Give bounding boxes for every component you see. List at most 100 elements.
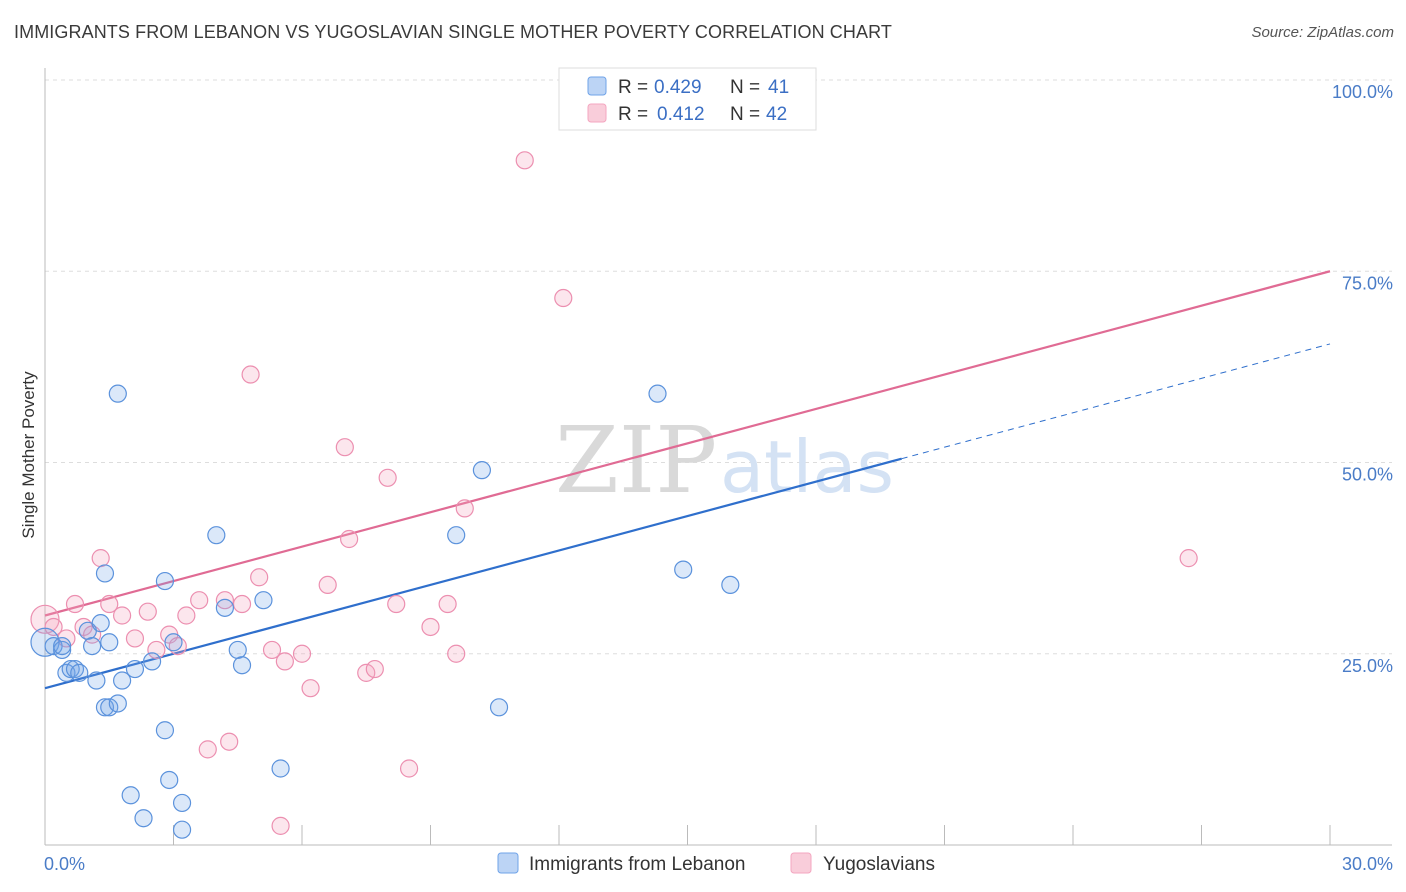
point-lebanon — [164, 633, 183, 652]
point-lebanon — [254, 591, 273, 610]
point-lebanon — [142, 652, 162, 671]
point-yugoslavians — [232, 594, 252, 614]
point-yugoslavians — [378, 468, 397, 487]
point-lebanon — [160, 770, 179, 790]
point-lebanon — [61, 659, 80, 679]
point-lebanon — [232, 656, 252, 675]
series-swatch-lebanon — [497, 852, 519, 874]
trendline-yugoslavians — [44, 270, 1331, 617]
point-lebanon — [108, 384, 127, 403]
point-lebanon — [91, 614, 110, 633]
y-tick-label: 100.0% — [1332, 82, 1393, 102]
legend-r-label-1: R = — [618, 77, 648, 98]
point-lebanon — [83, 636, 102, 656]
point-yugoslavians — [292, 644, 312, 663]
point-lebanon — [53, 640, 72, 660]
y-tick-label: 25.0% — [1342, 656, 1393, 676]
point-yugoslavians — [340, 529, 359, 549]
point-lebanon — [95, 564, 115, 583]
grid-lines — [45, 79, 1392, 655]
point-lebanon — [489, 698, 509, 717]
series-swatch-yugoslavians — [790, 852, 812, 874]
point-lebanon — [121, 786, 140, 805]
series-legend: Immigrants from Lebanon Yugoslavians — [497, 852, 935, 875]
point-yugoslavians — [515, 151, 534, 170]
x-tick-label: 30.0% — [1342, 854, 1393, 874]
tick-labels: 25.0% 50.0% 75.0% 100.0% 0.0% 30.0% — [44, 82, 1393, 874]
point-yugoslavians — [399, 759, 419, 778]
legend-n-value-1: 41 — [768, 77, 789, 98]
point-yugoslavians — [241, 365, 260, 384]
point-yugoslavians — [357, 663, 376, 682]
legend-swatch-blue — [587, 76, 607, 96]
point-lebanon — [100, 633, 119, 652]
chart-title: IMMIGRANTS FROM LEBANON VS YUGOSLAVIAN S… — [14, 22, 892, 42]
x-tick-label: 0.0% — [44, 854, 85, 874]
legend-n-value-2: 42 — [766, 104, 787, 125]
y-axis-label: Single Mother Poverty — [19, 371, 38, 539]
point-yugoslavians — [177, 606, 196, 625]
data-points — [30, 151, 1198, 839]
point-lebanon — [172, 793, 192, 813]
legend-r-label-2: R = — [618, 104, 648, 125]
point-lebanon — [228, 640, 247, 660]
axes — [44, 68, 1392, 846]
point-yugoslavians — [91, 549, 110, 568]
point-lebanon — [125, 659, 145, 679]
watermark-atlas: atlas — [720, 425, 894, 509]
point-yugoslavians — [100, 594, 119, 614]
trend-lines — [44, 270, 1331, 690]
point-lebanon — [87, 671, 106, 690]
point-yugoslavians — [30, 604, 60, 634]
point-lebanon — [155, 571, 175, 591]
point-yugoslavians — [365, 659, 384, 679]
correlation-legend: R = 0.429 N = 41 R = 0.412 N = 42 — [558, 67, 817, 131]
point-yugoslavians — [447, 644, 466, 663]
point-lebanon — [155, 721, 175, 740]
legend-n-label-1: N = — [730, 77, 760, 98]
point-lebanon — [207, 526, 226, 545]
point-yugoslavians — [271, 816, 290, 835]
point-yugoslavians — [1179, 549, 1198, 568]
point-yugoslavians — [421, 617, 440, 637]
point-lebanon — [172, 820, 192, 839]
point-lebanon — [70, 663, 89, 682]
point-yugoslavians — [262, 640, 282, 660]
legend-swatch-pink — [587, 103, 607, 123]
point-lebanon — [134, 809, 153, 828]
trendline-lebanon — [44, 457, 902, 690]
point-yugoslavians — [301, 679, 320, 698]
point-lebanon — [648, 384, 667, 403]
point-lebanon — [721, 575, 740, 595]
point-lebanon — [112, 671, 132, 690]
point-yugoslavians — [215, 591, 234, 610]
point-yugoslavians — [190, 591, 209, 610]
point-yugoslavians — [112, 606, 132, 625]
point-yugoslavians — [44, 617, 63, 637]
point-yugoslavians — [147, 640, 166, 660]
legend-r-value-1: 0.429 — [654, 77, 702, 98]
point-yugoslavians — [455, 499, 474, 518]
series-label-yugoslavians: Yugoslavians — [823, 854, 935, 875]
point-yugoslavians — [554, 288, 573, 308]
zipatlas-watermark: ZIP atlas — [555, 407, 894, 514]
y-tick-label: 75.0% — [1342, 273, 1393, 293]
point-lebanon — [100, 698, 119, 717]
point-lebanon — [472, 461, 491, 480]
point-lebanon — [53, 636, 72, 656]
point-yugoslavians — [138, 602, 157, 621]
point-yugoslavians — [387, 594, 406, 614]
point-lebanon — [674, 560, 693, 579]
point-lebanon — [108, 694, 127, 713]
series-label-lebanon: Immigrants from Lebanon — [529, 854, 746, 875]
point-lebanon — [215, 598, 234, 617]
y-tick-label: 50.0% — [1342, 465, 1393, 485]
point-lebanon — [271, 759, 290, 778]
point-yugoslavians — [318, 575, 337, 595]
point-yugoslavians — [125, 629, 145, 648]
point-yugoslavians — [335, 438, 354, 457]
watermark-zip: ZIP — [555, 407, 717, 514]
point-yugoslavians — [250, 568, 269, 587]
point-yugoslavians — [275, 652, 294, 671]
